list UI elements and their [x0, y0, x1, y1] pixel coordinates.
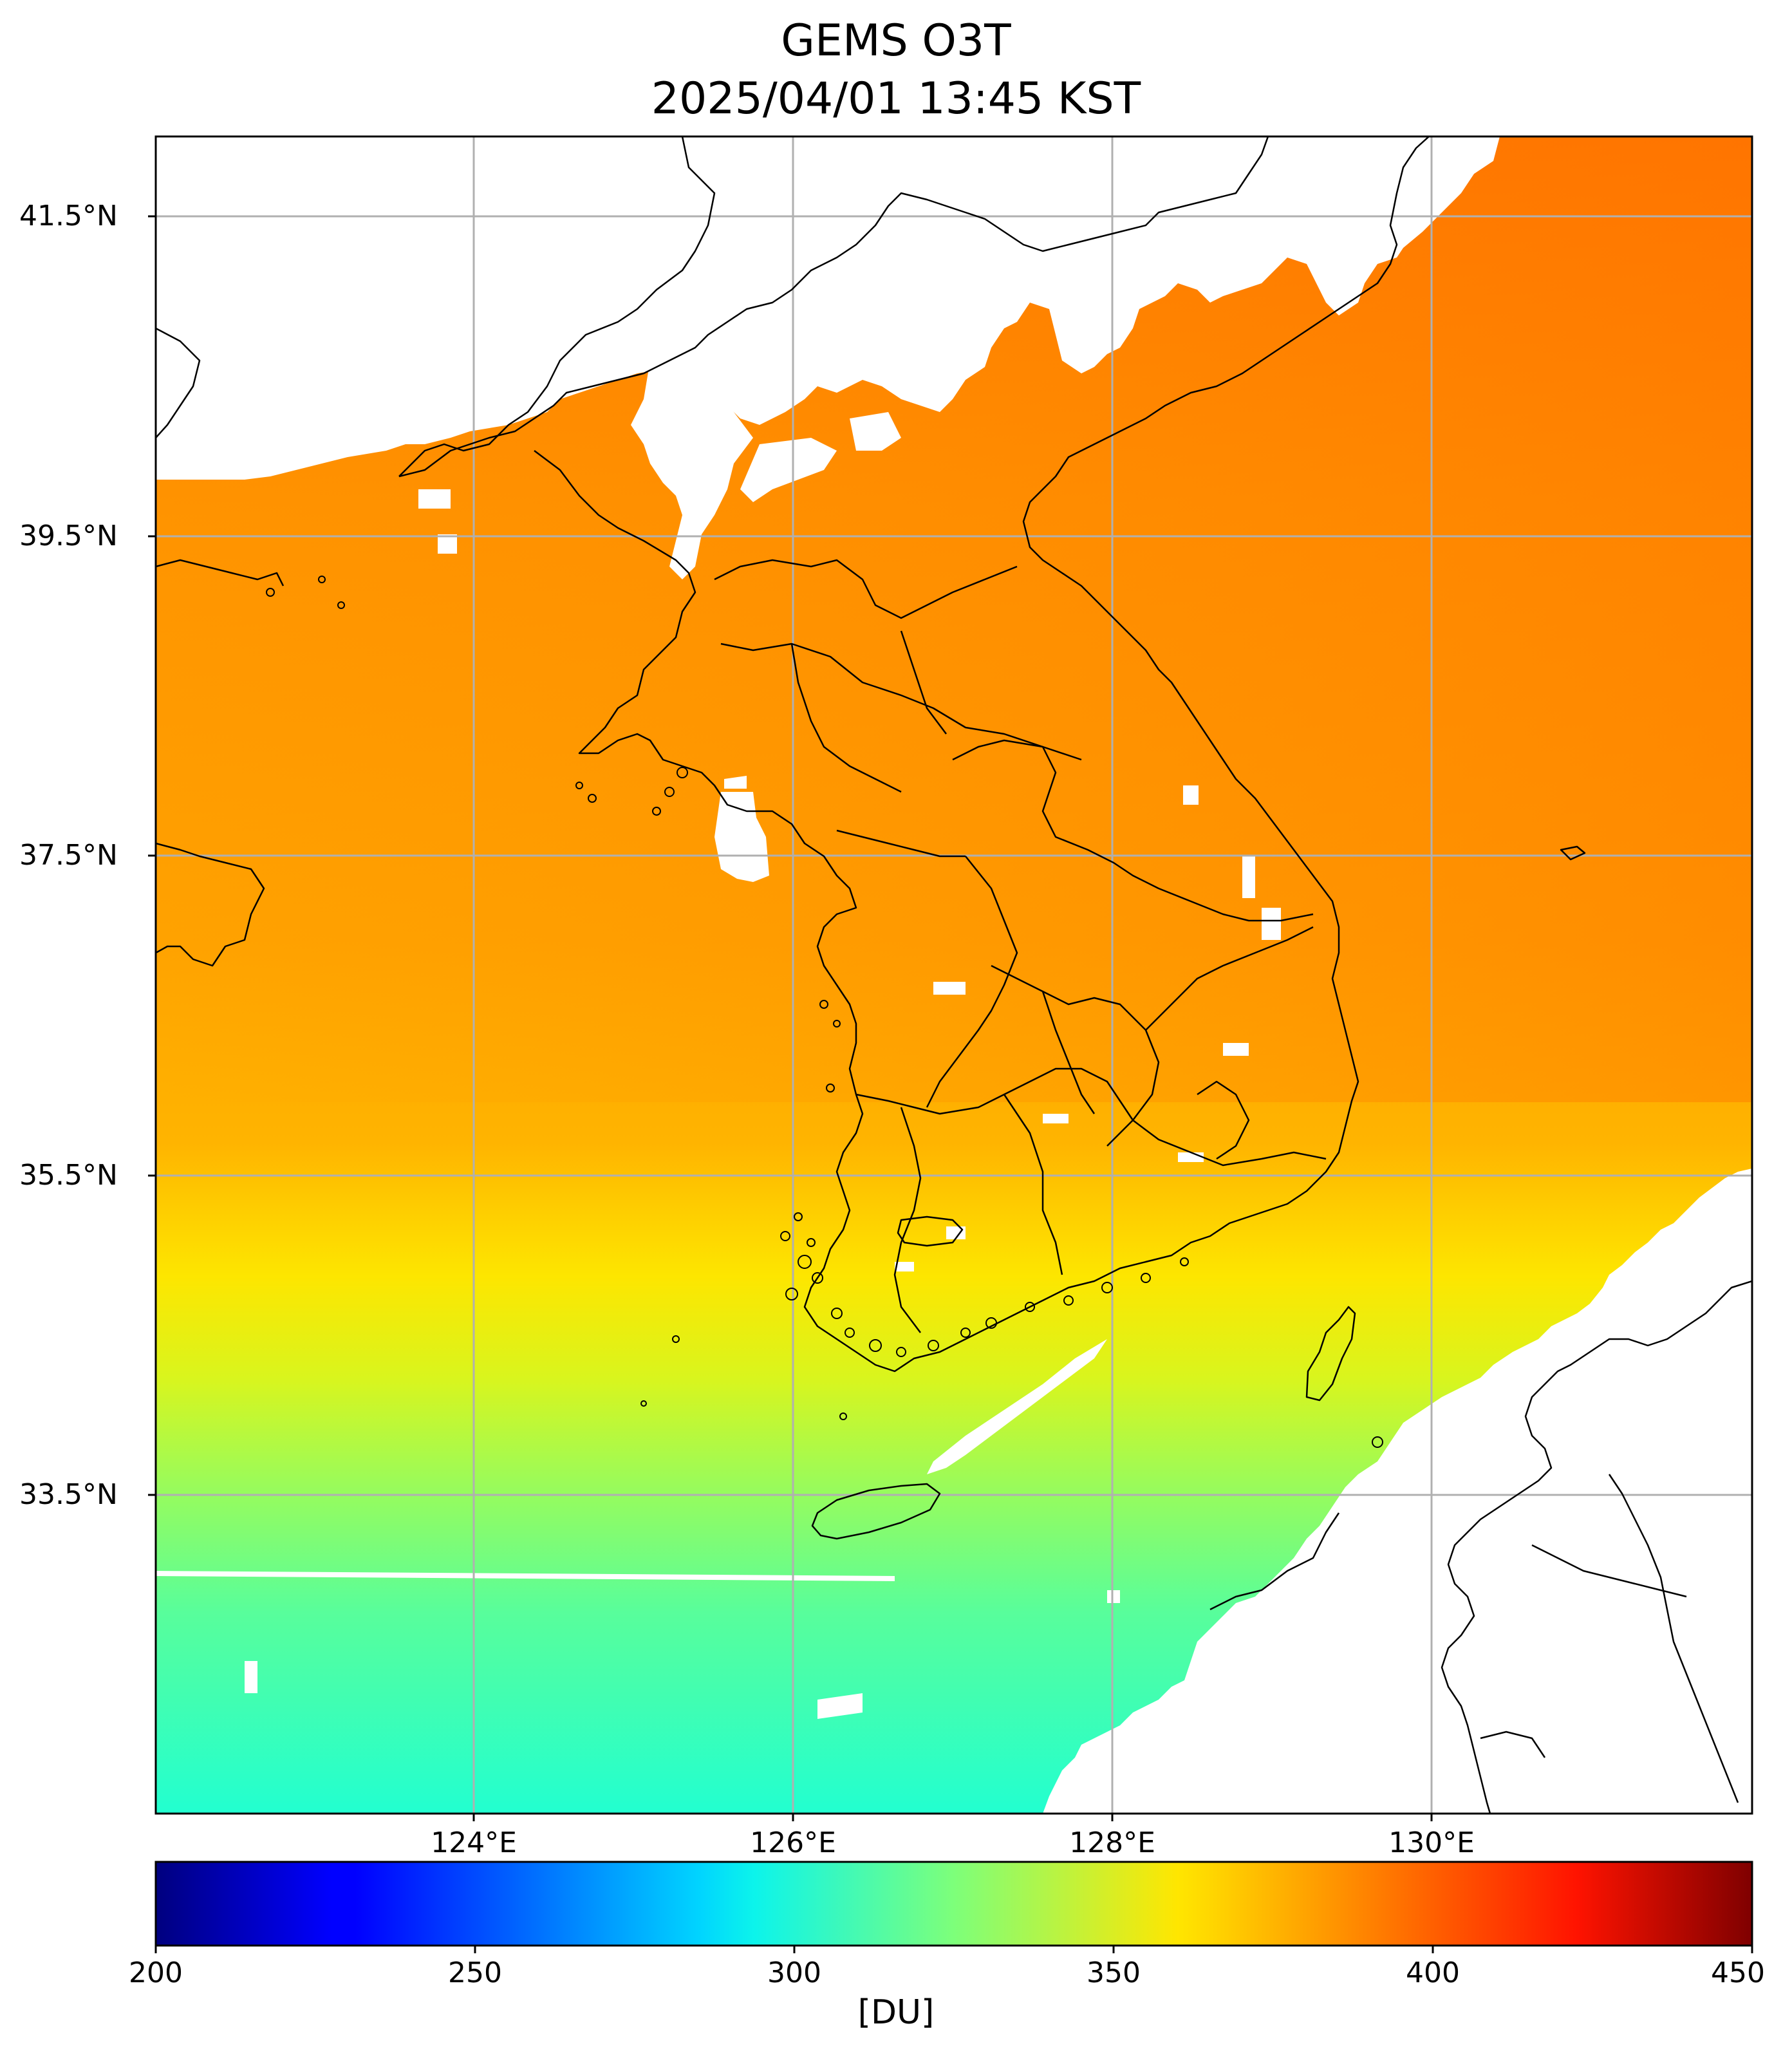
lon-label: 124°E	[431, 1826, 517, 1859]
lat-label: 35.5°N	[19, 1159, 118, 1192]
colorbar-tick-label: 200	[129, 1956, 183, 1989]
lat-label: 37.5°N	[19, 839, 118, 872]
colorbar-ticks	[154, 1946, 1753, 1953]
islands	[266, 576, 1383, 1448]
lon-label: 128°E	[1069, 1826, 1155, 1859]
colorbar-unit-label: [DU]	[857, 1993, 935, 2032]
map-timestamp: 2025/04/01 13:45 KST	[651, 73, 1141, 124]
lat-label: 39.5°N	[19, 520, 118, 552]
colorbar-tick-label: 450	[1711, 1956, 1765, 1989]
colorbar-tick-label: 400	[1406, 1956, 1460, 1989]
colorbar-frame	[154, 1861, 1753, 1947]
colorbar-tick-label: 350	[1087, 1956, 1141, 1989]
axis-ticks	[148, 215, 1433, 1821]
coastlines	[156, 136, 1752, 1814]
lon-label: 130°E	[1388, 1826, 1475, 1859]
graticule	[156, 136, 1752, 1814]
map-title: GEMS O3T	[781, 15, 1011, 66]
colorbar-tick-label: 300	[767, 1956, 821, 1989]
lat-label: 33.5°N	[19, 1478, 118, 1511]
colorbar	[156, 1862, 1752, 1946]
map-frame	[154, 135, 1753, 1815]
lat-label: 41.5°N	[19, 200, 118, 232]
missing-data	[156, 136, 1752, 1814]
lon-label: 126°E	[750, 1826, 836, 1859]
colorbar-tick-label: 250	[448, 1956, 502, 1989]
